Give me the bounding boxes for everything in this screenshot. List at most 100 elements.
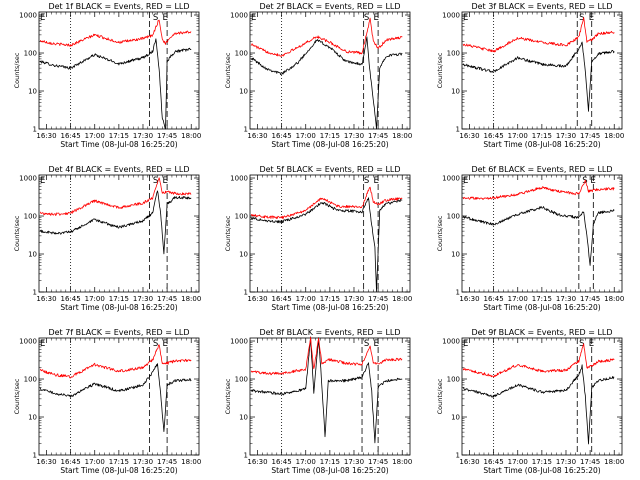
lld-series-line <box>462 343 615 378</box>
x-tick-label: 18:00 <box>181 458 201 466</box>
x-tick-label: 16:45 <box>272 132 292 140</box>
y-tick-label: 10 <box>239 414 248 422</box>
panel-title: Det 4f BLACK = Events, RED = LLD <box>48 165 189 174</box>
plot-frame <box>249 174 411 293</box>
x-tick-label: 17:15 <box>109 295 129 303</box>
x-axis-label: Start Time (08-Jul-08 16:25:20) <box>483 466 600 475</box>
panel-title: Det 7f BLACK = Events, RED = LLD <box>48 328 189 337</box>
x-tick-label: 16:30 <box>459 132 479 140</box>
start-marker-label: S <box>364 176 369 186</box>
y-tick-label: 100 <box>24 213 37 221</box>
end-marker-label: E <box>162 176 167 186</box>
end-marker-label: E <box>40 339 45 349</box>
y-axis-label: Counts/sec <box>13 215 21 251</box>
y-tick-label: 100 <box>447 50 460 58</box>
y-tick-label: 1 <box>456 452 460 460</box>
x-tick-label: 17:45 <box>580 295 600 303</box>
x-tick-label: 16:30 <box>247 295 267 303</box>
x-tick-label: 17:45 <box>157 295 177 303</box>
y-axis-label: Counts/sec <box>436 52 444 88</box>
lld-series-line <box>250 17 403 57</box>
x-tick-label: 16:45 <box>272 458 292 466</box>
x-tick-label: 17:30 <box>556 295 576 303</box>
y-tick-label: 1000 <box>19 12 37 20</box>
plot-frame <box>461 174 623 293</box>
end-marker-label: E <box>590 176 595 186</box>
x-tick-label: 16:45 <box>61 132 81 140</box>
x-tick-label: 17:30 <box>133 295 153 303</box>
events-series-line <box>250 197 403 292</box>
y-axis-label: Counts/sec <box>13 52 21 88</box>
start-marker-label: S <box>364 339 369 349</box>
x-axis-label: Start Time (08-Jul-08 16:25:20) <box>483 303 600 312</box>
x-tick-label: 17:30 <box>344 458 364 466</box>
x-tick-label: 16:30 <box>36 458 56 466</box>
y-tick-label: 1 <box>456 289 460 297</box>
end-marker-label: E <box>463 176 468 186</box>
plot-frame <box>38 11 200 130</box>
panel-title: Det 5f BLACK = Events, RED = LLD <box>259 165 400 174</box>
y-tick-label: 1000 <box>230 175 248 183</box>
events-series-line <box>462 206 615 266</box>
events-series-line <box>462 364 615 445</box>
x-axis-label: Start Time (08-Jul-08 16:25:20) <box>271 303 388 312</box>
end-marker-label: E <box>162 13 167 23</box>
x-tick-label: 18:00 <box>604 295 624 303</box>
events-series-line <box>39 363 192 432</box>
y-axis-label: Counts/sec <box>224 378 232 414</box>
y-axis-label: Counts/sec <box>224 52 232 88</box>
x-axis-label: Start Time (08-Jul-08 16:25:20) <box>271 140 388 149</box>
x-tick-label: 18:00 <box>392 132 412 140</box>
end-marker-label: E <box>40 13 45 23</box>
y-tick-label: 10 <box>239 251 248 259</box>
x-tick-label: 17:15 <box>320 295 340 303</box>
detector-panel: Det 7f BLACK = Events, RED = LLD 1 10 100 10… <box>13 328 201 475</box>
x-tick-label: 16:30 <box>247 132 267 140</box>
y-axis-label: Counts/sec <box>436 215 444 251</box>
x-tick-label: 18:00 <box>392 295 412 303</box>
x-tick-label: 16:30 <box>36 295 56 303</box>
x-tick-label: 16:45 <box>61 458 81 466</box>
x-tick-label: 18:00 <box>181 132 201 140</box>
y-tick-label: 10 <box>451 414 460 422</box>
y-tick-label: 100 <box>235 376 248 384</box>
x-tick-label: 16:45 <box>484 295 504 303</box>
x-tick-label: 16:30 <box>459 458 479 466</box>
start-marker-label: S <box>364 13 369 23</box>
end-marker-label: E <box>373 176 378 186</box>
y-tick-label: 100 <box>447 213 460 221</box>
y-tick-label: 1 <box>33 126 37 134</box>
start-marker-label: S <box>579 339 584 349</box>
events-series-line <box>462 41 615 112</box>
plot-frame <box>38 337 200 456</box>
lld-series-line <box>462 179 615 200</box>
detector-panel: Det 6f BLACK = Events, RED = LLD 1 10 100 10… <box>436 165 624 312</box>
y-tick-label: 1000 <box>442 12 460 20</box>
x-tick-label: 17:45 <box>157 458 177 466</box>
start-marker-label: S <box>153 176 158 186</box>
y-tick-label: 1 <box>244 452 248 460</box>
x-tick-label: 16:30 <box>459 295 479 303</box>
end-marker-label: E <box>162 339 167 349</box>
panel-title: Det 1f BLACK = Events, RED = LLD <box>48 2 189 11</box>
x-tick-label: 18:00 <box>181 295 201 303</box>
x-tick-label: 17:45 <box>157 132 177 140</box>
lld-series-line <box>39 344 192 379</box>
detector-panel: Det 1f BLACK = Events, RED = LLD 1 10 100 10… <box>13 2 201 149</box>
x-tick-label: 17:15 <box>320 132 340 140</box>
y-tick-label: 1000 <box>230 338 248 346</box>
y-tick-label: 10 <box>451 251 460 259</box>
x-tick-label: 17:15 <box>532 295 552 303</box>
panel-title: Det 2f BLACK = Events, RED = LLD <box>259 2 400 11</box>
x-tick-label: 17:30 <box>556 458 576 466</box>
x-axis-label: Start Time (08-Jul-08 16:25:20) <box>60 466 177 475</box>
x-tick-label: 16:45 <box>484 458 504 466</box>
y-tick-label: 1 <box>33 289 37 297</box>
x-tick-label: 17:15 <box>109 458 129 466</box>
panel-title: Det 8f BLACK = Events, RED = LLD <box>259 328 400 337</box>
y-tick-label: 10 <box>28 251 37 259</box>
x-tick-label: 17:00 <box>508 295 528 303</box>
plot-frame <box>249 11 411 130</box>
y-tick-label: 10 <box>239 88 248 96</box>
x-tick-label: 17:00 <box>85 458 105 466</box>
